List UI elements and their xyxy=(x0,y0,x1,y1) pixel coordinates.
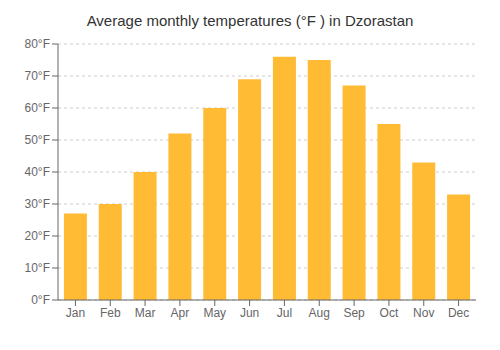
svg-text:10°F: 10°F xyxy=(25,261,50,275)
svg-text:May: May xyxy=(203,306,226,320)
svg-text:Jan: Jan xyxy=(66,306,85,320)
svg-text:Oct: Oct xyxy=(380,306,399,320)
svg-text:20°F: 20°F xyxy=(25,229,50,243)
svg-text:Apr: Apr xyxy=(171,306,190,320)
svg-text:50°F: 50°F xyxy=(25,133,50,147)
svg-text:80°F: 80°F xyxy=(25,37,50,51)
svg-text:Feb: Feb xyxy=(100,306,121,320)
svg-text:Jul: Jul xyxy=(277,306,292,320)
svg-text:40°F: 40°F xyxy=(25,165,50,179)
svg-text:70°F: 70°F xyxy=(25,69,50,83)
svg-text:Aug: Aug xyxy=(309,306,330,320)
svg-text:Mar: Mar xyxy=(135,306,156,320)
svg-text:30°F: 30°F xyxy=(25,197,50,211)
html-text:Average monthly temperatures (: Average monthly temperatures (°F ) in Dz… xyxy=(86,12,414,29)
svg-text:Nov: Nov xyxy=(413,306,434,320)
svg-text:Sep: Sep xyxy=(343,306,365,320)
svg-text:60°F: 60°F xyxy=(25,101,50,115)
svg-text:0°F: 0°F xyxy=(31,293,50,307)
svg-text:Dec: Dec xyxy=(448,306,469,320)
svg-text:Jun: Jun xyxy=(240,306,259,320)
